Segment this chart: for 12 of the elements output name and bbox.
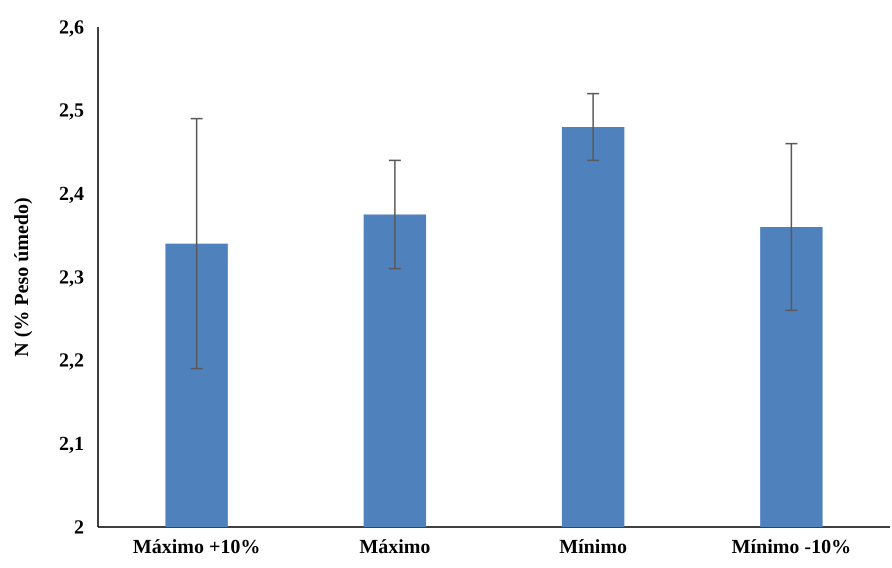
x-tick-label: Mínimo -10%: [732, 536, 852, 558]
y-tick-label: 2: [74, 516, 84, 538]
x-tick-label: Máximo +10%: [132, 536, 260, 558]
x-tick-label: Máximo: [359, 536, 430, 558]
y-tick-label: 2,4: [59, 183, 84, 206]
x-tick-label: Mínimo: [559, 536, 628, 558]
y-tick-label: 2,1: [59, 433, 84, 456]
y-tick-label: 2,2: [59, 350, 84, 372]
y-tick-label: 2,3: [59, 266, 84, 288]
y-tick-label: 2,5: [59, 100, 84, 122]
y-tick-label: 2,6: [59, 16, 84, 38]
y-axis-title: N (% Peso úmedo): [11, 197, 33, 357]
